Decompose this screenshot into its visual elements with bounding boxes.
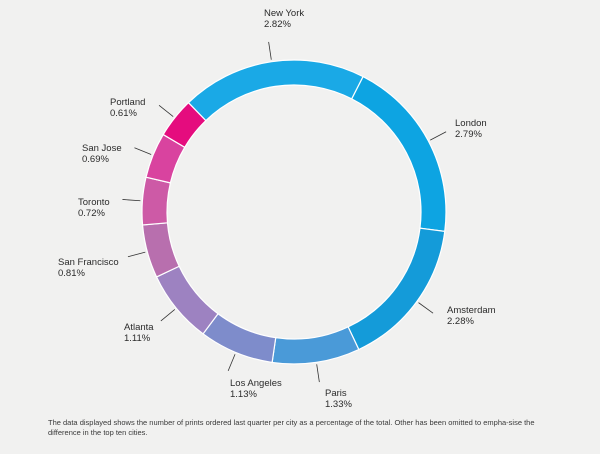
leader-line-amsterdam xyxy=(418,302,434,314)
leader-line-london xyxy=(430,131,447,141)
label-name-los-angeles: Los Angeles xyxy=(230,378,282,389)
label-name-london: London xyxy=(455,118,487,129)
slice-atlanta xyxy=(155,265,219,335)
leader-lines xyxy=(122,41,447,383)
label-name-san-francisco: San Francisco xyxy=(58,257,119,268)
label-value-paris: 1.33% xyxy=(325,399,352,410)
label-name-amsterdam: Amsterdam xyxy=(447,305,496,316)
label-value-atlanta: 1.11% xyxy=(124,333,151,344)
slice-toronto xyxy=(141,176,172,226)
label-value-toronto: 0.72% xyxy=(78,208,105,219)
leader-line-san-jose xyxy=(134,147,152,155)
leader-line-los-angeles xyxy=(227,354,236,372)
label-name-paris: Paris xyxy=(325,388,347,399)
slice-new-york xyxy=(187,59,364,122)
chart-caption: The data displayed shows the number of p… xyxy=(48,418,535,437)
slice-london xyxy=(350,75,447,233)
label-name-portland: Portland xyxy=(110,97,145,108)
label-name-atlanta: Atlanta xyxy=(124,322,154,333)
label-value-amsterdam: 2.28% xyxy=(447,316,474,327)
label-value-san-francisco: 0.81% xyxy=(58,268,85,279)
leader-line-new-york xyxy=(268,41,272,60)
label-name-toronto: Toronto xyxy=(78,197,110,208)
donut-slices xyxy=(141,59,447,365)
label-value-san-jose: 0.69% xyxy=(82,154,109,165)
leader-line-san-francisco xyxy=(127,251,146,258)
label-value-los-angeles: 1.13% xyxy=(230,389,257,400)
slice-los-angeles xyxy=(202,312,277,364)
label-name-san-jose: San Jose xyxy=(82,143,122,154)
leader-line-toronto xyxy=(122,199,141,202)
label-value-portland: 0.61% xyxy=(110,108,137,119)
slice-amsterdam xyxy=(347,227,446,351)
label-value-new-york: 2.82% xyxy=(264,19,291,30)
leader-line-paris xyxy=(316,364,320,383)
slice-san-francisco xyxy=(141,222,180,278)
slice-paris xyxy=(271,326,360,365)
leader-line-portland xyxy=(158,105,174,117)
label-value-london: 2.79% xyxy=(455,129,482,140)
leader-line-atlanta xyxy=(160,309,176,322)
label-name-new-york: New York xyxy=(264,8,304,19)
slice-portland xyxy=(162,101,207,149)
